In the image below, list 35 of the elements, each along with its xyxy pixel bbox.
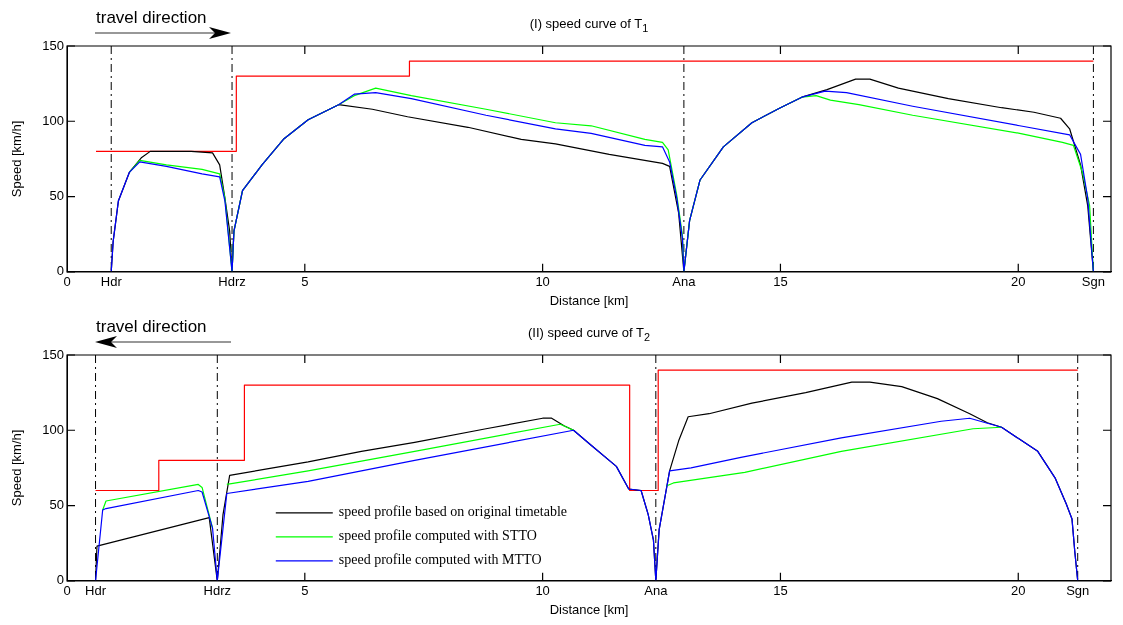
x-axis-title: Distance [km] <box>549 601 629 617</box>
legend-label: speed profile computed with STTO <box>338 528 537 544</box>
x-tick-label: Sgn <box>1066 583 1090 599</box>
x-axis-title: Distance [km] <box>549 292 629 308</box>
y-tick-label: 100 <box>42 421 64 437</box>
x-tick-label: Sgn <box>1081 274 1105 290</box>
y-tick-label: 50 <box>49 188 64 204</box>
text: travel direction <box>96 317 207 337</box>
x-tick-label: Ana <box>644 583 669 599</box>
x-tick-label: 10 <box>535 274 550 290</box>
y-tick-label: 150 <box>42 346 64 362</box>
x-tick-label: Hdrz <box>218 274 246 290</box>
y-tick-label: 100 <box>42 112 64 128</box>
chart-title: (II) speed curve of T$_{2}$ <box>527 325 651 343</box>
y-tick-label: 0 <box>56 572 64 588</box>
legend-label: speed profile based on original timetable <box>338 504 568 520</box>
y-axis-title: Speed [km/h] <box>9 120 25 198</box>
text: travel direction <box>96 8 207 28</box>
x-tick-label: Hdrz <box>203 583 232 599</box>
y-tick-label: 50 <box>49 497 64 513</box>
chart-title: (I) speed curve of T$_{1}$ <box>529 16 649 34</box>
x-tick-label: Hdr <box>85 583 107 599</box>
x-tick-label: 15 <box>773 583 788 599</box>
x-tick-label: 15 <box>773 274 788 290</box>
x-tick-label: 5 <box>301 274 309 290</box>
x-tick-label: 10 <box>535 583 550 599</box>
y-tick-label: 0 <box>56 263 64 279</box>
x-tick-label: 20 <box>1011 274 1026 290</box>
x-tick-label: 5 <box>301 583 309 599</box>
x-tick-label: Hdr <box>100 274 123 290</box>
legend-label: speed profile computed with MTTO <box>338 552 542 568</box>
x-tick-label: Ana <box>672 274 697 290</box>
y-tick-label: 150 <box>42 37 64 53</box>
x-tick-label: 20 <box>1011 583 1026 599</box>
y-axis-title: Speed [km/h] <box>9 429 25 507</box>
